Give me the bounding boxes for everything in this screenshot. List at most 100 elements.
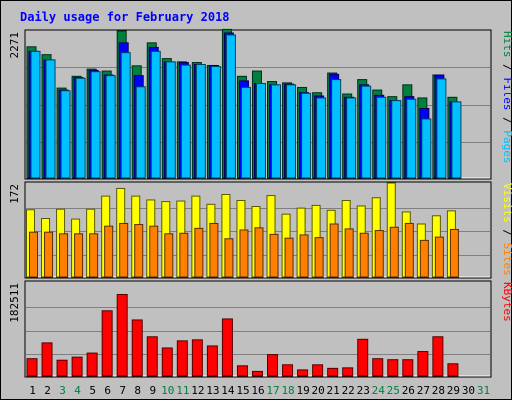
bar-pages-day-14 [225,34,236,179]
legend-bottom: KBytes [501,282,512,322]
bar-kbytes-day-13 [206,345,218,377]
bar-kbytes-day-23 [357,338,369,377]
bar-sites-day-20 [314,237,324,278]
day-label-13: 13 [206,384,219,397]
bar-sites-day-2 [44,231,54,278]
bar-sites-day-16 [254,227,264,278]
legend-top: Hits / Files / Pages [501,31,512,164]
bar-kbytes-day-20 [312,364,324,377]
panel-top: 2271 Hits / Files / Pages [8,28,512,180]
bar-pages-day-2 [45,59,56,179]
y-max-label: 2271 [8,32,21,59]
day-label-19: 19 [296,384,309,397]
legend-entry: / [501,58,512,78]
bar-kbytes-day-25 [387,359,399,377]
panel-middle: 172 Visits / Sites [8,181,512,279]
panel-bottom: 182511 KBytes [8,280,512,378]
bar-sites-day-6 [104,225,114,278]
y-max-label: 172 [8,184,21,204]
day-label-31: 31 [477,384,490,397]
bar-kbytes-day-27 [417,351,429,377]
day-label-27: 27 [417,384,430,397]
bar-kbytes-day-10 [161,347,173,377]
day-label-3: 3 [59,384,66,397]
bar-sites-day-25 [389,226,399,278]
bar-pages-day-10 [165,61,176,179]
bar-pages-day-13 [210,65,221,179]
bar-sites-day-13 [209,222,219,278]
bar-pages-day-8 [135,86,146,179]
bar-kbytes-day-4 [71,356,83,377]
bar-kbytes-day-21 [327,367,339,377]
day-label-10: 10 [161,384,174,397]
bar-pages-day-16 [255,83,266,179]
bar-sites-day-27 [419,239,429,278]
bar-kbytes-day-14 [221,318,233,377]
bar-kbytes-day-2 [41,342,53,377]
day-label-25: 25 [387,384,400,397]
bar-pages-day-1 [30,50,41,179]
bar-pages-day-23 [361,85,372,179]
legend-entry: Pages [501,130,512,163]
day-label-29: 29 [447,384,460,397]
day-label-12: 12 [191,384,204,397]
bar-pages-day-9 [150,50,161,179]
bar-kbytes-day-6 [101,310,113,377]
bar-kbytes-day-8 [131,319,143,377]
bar-sites-day-26 [404,222,414,278]
legend-entry: Visits [501,183,512,223]
bar-sites-day-14 [224,238,234,278]
bar-kbytes-day-3 [56,359,68,377]
bar-sites-day-10 [164,233,174,278]
bar-pages-day-6 [105,75,116,179]
day-label-4: 4 [74,384,81,397]
bar-sites-day-23 [359,232,369,278]
bar-kbytes-day-29 [447,363,459,377]
legend-entry: Sites [501,243,512,276]
bar-pages-day-21 [331,79,342,179]
panels-layer: 2271 Hits / Files / Pages 172 Visits / Site… [8,28,512,378]
bar-kbytes-day-11 [176,340,188,377]
bar-kbytes-day-5 [86,352,98,377]
bar-pages-day-27 [421,118,432,179]
day-label-16: 16 [251,384,264,397]
bar-kbytes-day-22 [342,367,354,377]
bar-kbytes-day-28 [432,336,444,377]
bar-pages-day-25 [391,100,402,179]
bar-sites-day-17 [269,233,279,278]
day-labels: 1 2 3 4 5 6 7 8 9 10 11 12 13 14 15 16 17 18 19 20 21 22 23 24 2… [29,384,490,397]
day-label-21: 21 [327,384,340,397]
bar-sites-day-5 [89,233,99,278]
day-label-7: 7 [119,384,126,397]
bar-sites-day-22 [344,228,354,278]
day-label-5: 5 [89,384,96,397]
chart-title: Daily usage for February 2018 [20,10,230,24]
day-label-11: 11 [176,384,189,397]
bar-sites-day-24 [374,230,384,278]
day-label-28: 28 [432,384,445,397]
day-label-18: 18 [281,384,294,397]
bar-kbytes-day-7 [116,293,128,377]
bar-pages-day-7 [120,52,131,179]
bar-sites-day-29 [449,228,459,278]
bar-kbytes-day-16 [251,370,263,377]
day-label-30: 30 [462,384,475,397]
bar-kbytes-day-26 [402,359,414,377]
legend-entry: / [501,223,512,243]
bar-sites-day-19 [299,234,309,278]
bar-sites-day-7 [119,222,129,278]
y-max-label: 182511 [8,283,21,323]
bar-sites-day-28 [434,236,444,278]
day-label-23: 23 [357,384,370,397]
legend-entry: Hits [501,31,512,58]
bar-pages-day-11 [180,64,191,179]
bar-kbytes-day-24 [372,358,384,377]
bar-pages-day-4 [75,77,86,179]
bar-kbytes-day-9 [146,336,158,377]
day-label-26: 26 [402,384,415,397]
day-label-6: 6 [104,384,111,397]
day-label-8: 8 [134,384,141,397]
day-label-1: 1 [29,384,36,397]
bar-pages-day-17 [271,84,282,179]
